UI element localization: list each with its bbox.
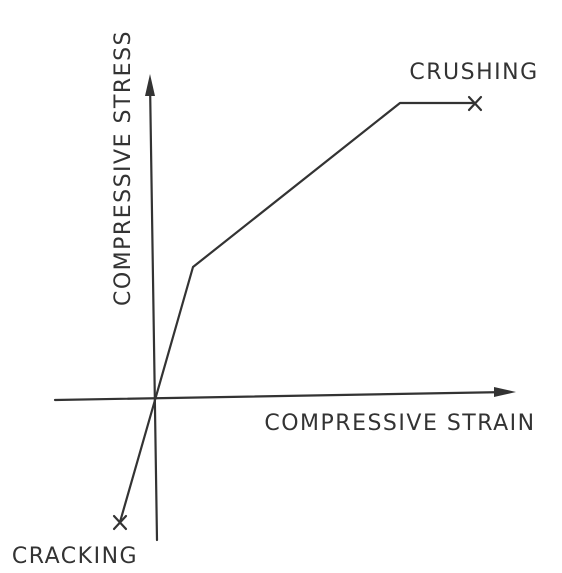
x-arrow bbox=[494, 387, 516, 397]
y-axis bbox=[148, 80, 159, 542]
crushing-mark bbox=[467, 95, 483, 112]
curve bbox=[118, 101, 477, 524]
point-label: CRUSHING bbox=[409, 60, 538, 85]
point-label: CRACKING bbox=[12, 544, 138, 569]
x-axis bbox=[53, 390, 510, 402]
y-arrow bbox=[145, 74, 155, 96]
y-axis-label: COMPRESSIVE STRESS bbox=[111, 30, 136, 306]
cracking-mark bbox=[112, 514, 128, 531]
x-axis-label: COMPRESSIVE STRAIN bbox=[264, 411, 535, 436]
